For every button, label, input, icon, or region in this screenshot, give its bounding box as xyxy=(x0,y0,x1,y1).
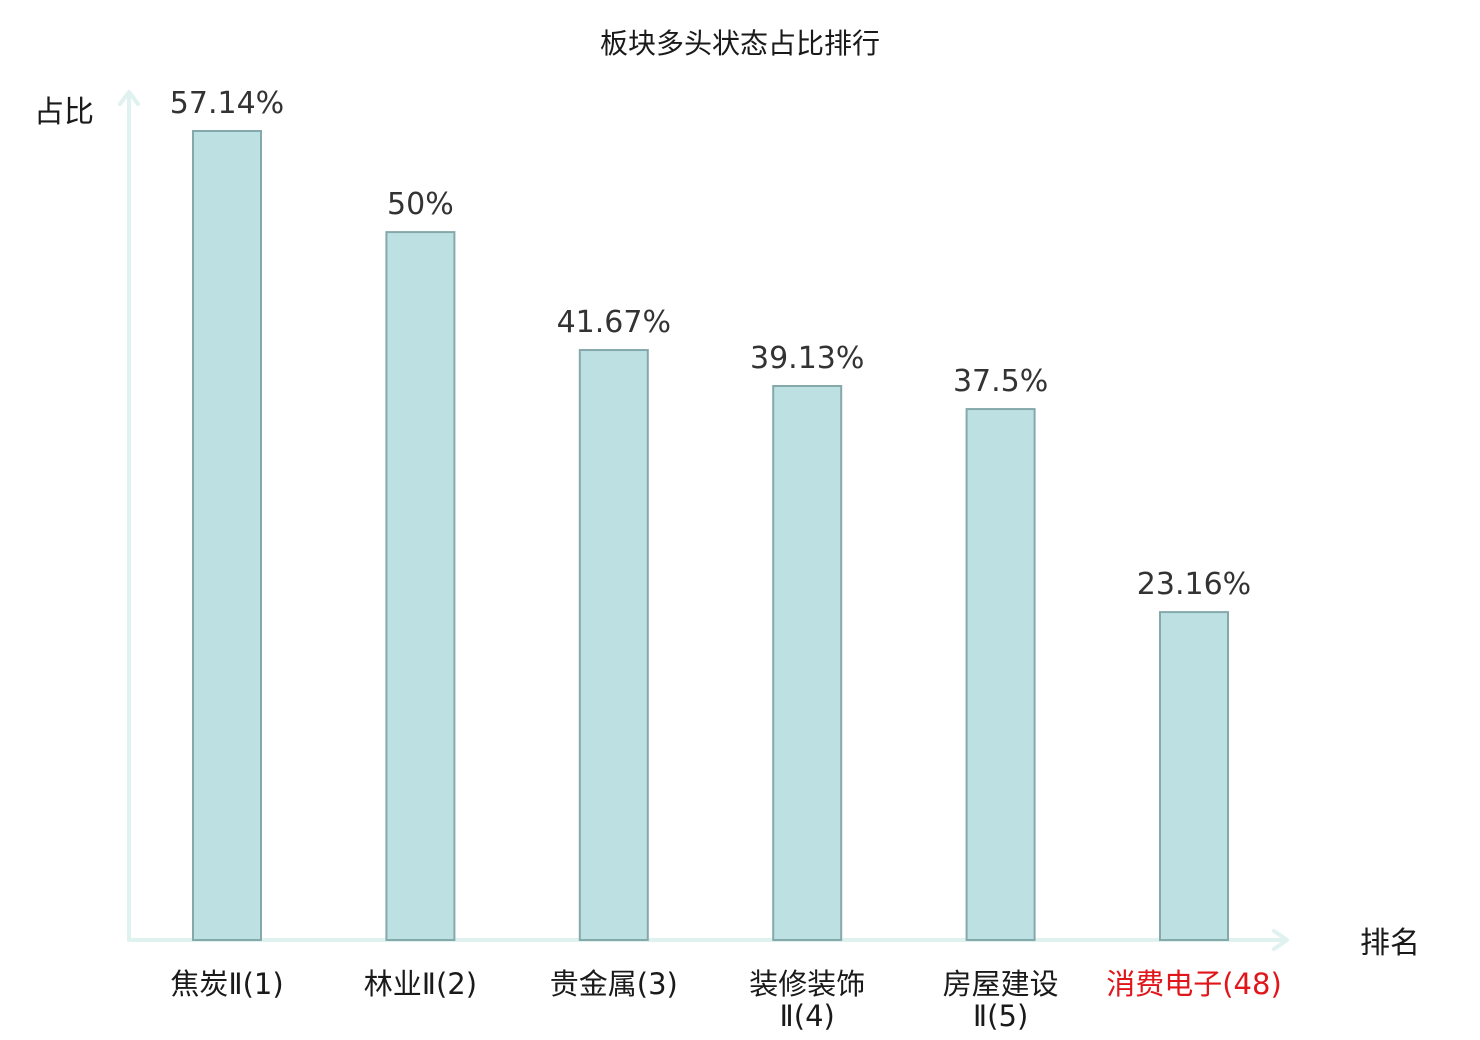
category-label-1: 焦炭Ⅱ(1) xyxy=(170,967,283,1001)
bar-5 xyxy=(965,408,1036,941)
value-label-2: 50% xyxy=(387,187,454,222)
bar-4 xyxy=(772,384,843,941)
value-label-5: 37.5% xyxy=(953,364,1048,399)
x-axis-label: 排名 xyxy=(1360,926,1420,961)
category-label-3: 贵金属(3) xyxy=(550,967,678,1001)
category-label-line: 装修装饰 xyxy=(749,967,865,1001)
category-label-6: 消费电子(48) xyxy=(1106,967,1282,1001)
category-label-5: 房屋建设 Ⅱ(5) xyxy=(943,967,1059,1033)
category-label-line: Ⅱ(5) xyxy=(973,999,1028,1033)
category-label-line: 焦炭Ⅱ(1) xyxy=(170,967,283,1001)
category-label-line: 贵金属(3) xyxy=(550,967,678,1001)
category-labels: 焦炭Ⅱ(1) 林业Ⅱ(2) 贵金属(3) 装修装饰 Ⅱ(4) 房屋建设 Ⅱ(5) 消费电子(4… xyxy=(170,967,1281,1033)
y-axis-arrow xyxy=(118,90,140,106)
category-label-line: 房屋建设 xyxy=(943,967,1059,1001)
y-axis-label: 占比 xyxy=(34,95,94,130)
bar-2 xyxy=(385,231,456,941)
chart-title: 板块多头状态占比排行 xyxy=(600,27,880,60)
category-label-line: 消费电子(48) xyxy=(1106,967,1282,1001)
category-label-2: 林业Ⅱ(2) xyxy=(364,967,477,1001)
category-label-4: 装修装饰 Ⅱ(4) xyxy=(749,967,865,1033)
bar-3 xyxy=(578,349,649,941)
value-labels: 57.14% 50% 41.67% 39.13% 37.5% 23.16% xyxy=(170,86,1251,602)
value-label-4: 39.13% xyxy=(750,341,864,376)
axes xyxy=(118,90,1289,951)
x-axis-arrow xyxy=(1272,929,1289,951)
value-label-6: 23.16% xyxy=(1137,567,1251,602)
bars xyxy=(192,130,1229,941)
value-label-1: 57.14% xyxy=(170,86,284,121)
value-label-3: 41.67% xyxy=(557,305,671,340)
bar-1 xyxy=(192,130,262,941)
bar-6 xyxy=(1159,611,1229,941)
category-label-line: Ⅱ(4) xyxy=(780,999,835,1033)
category-label-line: 林业Ⅱ(2) xyxy=(364,967,477,1001)
